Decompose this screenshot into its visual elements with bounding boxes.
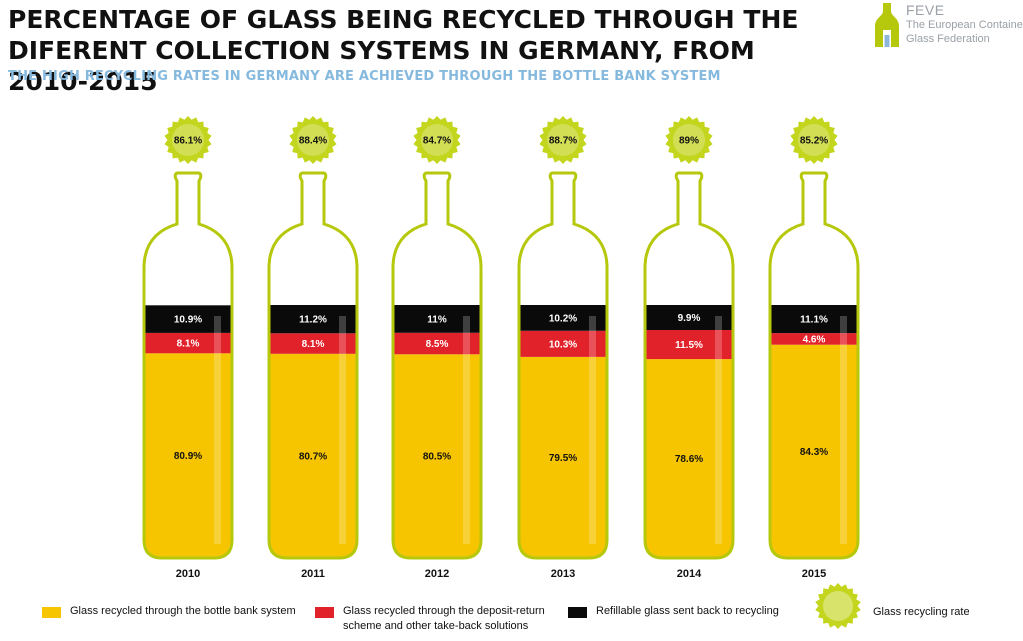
segment-refillable-2011 — [269, 305, 357, 334]
year-label-2011: 2011 — [301, 568, 325, 580]
label-refillable-2015: 11.1% — [800, 315, 828, 326]
badge-2015 — [790, 116, 838, 164]
legend-swatch-refillable — [568, 607, 587, 618]
segment-refillable-2013 — [519, 305, 607, 331]
logo-tagline-1: The European Container — [906, 19, 1023, 31]
label-bottle-bank-2015: 84.3% — [800, 447, 828, 458]
legend-label-bottle-bank: Glass recycled through the bottle bank s… — [70, 605, 296, 617]
badge-inner-2010 — [172, 124, 204, 156]
rate-label-2010: 86.1% — [174, 136, 202, 147]
badge-inner-2014 — [673, 124, 705, 156]
label-bottle-bank-2014: 78.6% — [675, 454, 703, 465]
label-refillable-2013: 10.2% — [549, 313, 577, 324]
label-bottle-bank-2012: 80.5% — [423, 452, 451, 463]
segment-refillable-2010 — [144, 305, 232, 333]
badge-2014 — [665, 116, 713, 164]
segment-refillable-2015 — [770, 305, 858, 334]
bottle-logo-icon — [875, 3, 899, 47]
bottle-outline — [267, 171, 359, 560]
segment-bottle-bank-2014 — [645, 359, 733, 558]
badge-inner-2015 — [798, 124, 830, 156]
legend-badge-icon — [815, 583, 861, 629]
segment-bottle-bank-2010 — [144, 353, 232, 558]
segment-deposit-return-2014 — [645, 330, 733, 360]
year-label-2010: 2010 — [176, 568, 200, 580]
legend-item-deposit-return: Glass recycled through the deposit-retur… — [315, 604, 570, 638]
bottle-chart: 80.9% 8.1% 10.9% 86.1% 2010 80.7% 8.1% 11.2% 88.… — [142, 116, 860, 580]
badge-inner-2013 — [547, 124, 579, 156]
legend-label-deposit-return: Glass recycled through the deposit-retur… — [343, 605, 545, 632]
legend-swatch-bottle-bank — [42, 607, 61, 618]
legend-item-refillable: Refillable glass sent back to recycling — [568, 604, 818, 638]
feve-logo: FEVE The European Container Glass Federa… — [872, 0, 1023, 50]
year-label-2013: 2013 — [551, 568, 575, 580]
bottle-outline — [142, 171, 234, 560]
bottle-highlight — [214, 316, 221, 544]
bottle-2014: 78.6% 11.5% 9.9% 89% 2014 — [643, 116, 735, 580]
year-label-2012: 2012 — [425, 568, 449, 580]
logo-tagline-2: Glass Federation — [906, 33, 990, 45]
bottle-2012: 80.5% 8.5% 11% 84.7% 2012 — [391, 116, 483, 580]
badge-inner-2012 — [421, 124, 453, 156]
rate-label-2011: 88.4% — [299, 136, 327, 147]
rate-label-2015: 85.2% — [800, 136, 828, 147]
segment-bottle-bank-2012 — [393, 354, 481, 558]
label-deposit-return-2010: 8.1% — [177, 339, 200, 350]
label-refillable-2012: 11% — [427, 314, 447, 325]
label-deposit-return-2013: 10.3% — [549, 339, 577, 350]
legend-swatch-deposit-return — [315, 607, 334, 618]
badge-inner-2011 — [297, 124, 329, 156]
segment-deposit-return-2015 — [770, 333, 858, 345]
label-bottle-bank-2010: 80.9% — [174, 451, 202, 462]
segment-deposit-return-2011 — [269, 333, 357, 354]
segment-deposit-return-2013 — [519, 330, 607, 357]
badge-2010 — [164, 116, 212, 164]
bottle-2015: 84.3% 4.6% 11.1% 85.2% 2015 — [768, 116, 860, 580]
label-deposit-return-2014: 11.5% — [675, 340, 703, 351]
bottle-highlight — [589, 316, 596, 544]
segment-refillable-2012 — [393, 305, 481, 333]
bottle-outline — [517, 171, 609, 560]
rate-label-2014: 89% — [679, 136, 699, 147]
segment-bottle-bank-2013 — [519, 356, 607, 558]
legend-item-bottle-bank: Glass recycled through the bottle bank s… — [42, 604, 312, 638]
bottle-2010: 80.9% 8.1% 10.9% 86.1% 2010 — [142, 116, 234, 580]
bottle-outline — [643, 171, 735, 560]
label-deposit-return-2012: 8.5% — [426, 339, 449, 350]
bottle-outline — [768, 171, 860, 560]
bottle-highlight — [463, 316, 470, 544]
label-bottle-bank-2011: 80.7% — [299, 451, 327, 462]
year-label-2015: 2015 — [802, 568, 826, 580]
bottle-highlight — [339, 316, 346, 544]
rate-label-2012: 84.7% — [423, 136, 451, 147]
badge-2011 — [289, 116, 337, 164]
segment-bottle-bank-2011 — [269, 353, 357, 558]
label-refillable-2010: 10.9% — [174, 315, 202, 326]
legend-label-recycling-rate: Glass recycling rate — [873, 606, 970, 618]
page-title: PERCENTAGE OF GLASS BEING RECYCLED THROU… — [8, 5, 799, 96]
bottle-2013: 79.5% 10.3% 10.2% 88.7% 2013 — [517, 116, 609, 580]
legend-label-refillable: Refillable glass sent back to recycling — [596, 605, 779, 617]
segment-deposit-return-2010 — [144, 332, 232, 354]
legend-item-recycling-rate: Glass recycling rate — [813, 583, 1013, 629]
label-refillable-2011: 11.2% — [299, 315, 327, 326]
year-label-2014: 2014 — [677, 568, 702, 580]
badge-2012 — [413, 116, 461, 164]
rate-label-2013: 88.7% — [549, 136, 577, 147]
label-deposit-return-2011: 8.1% — [302, 339, 325, 350]
logo-name: FEVE — [906, 2, 945, 18]
label-bottle-bank-2013: 79.5% — [549, 453, 577, 464]
segment-deposit-return-2012 — [393, 332, 481, 355]
bottle-outline — [391, 171, 483, 560]
segment-bottle-bank-2015 — [770, 344, 858, 558]
segment-refillable-2014 — [645, 305, 733, 330]
label-refillable-2014: 9.9% — [678, 313, 701, 324]
bottle-highlight — [715, 316, 722, 544]
page-subtitle: THE HIGH RECYCLING RATES IN GERMANY ARE … — [8, 69, 721, 84]
badge-2013 — [539, 116, 587, 164]
label-deposit-return-2015: 4.6% — [803, 334, 826, 345]
bottle-highlight — [840, 316, 847, 544]
bottle-2011: 80.7% 8.1% 11.2% 88.4% 2011 — [267, 116, 359, 580]
